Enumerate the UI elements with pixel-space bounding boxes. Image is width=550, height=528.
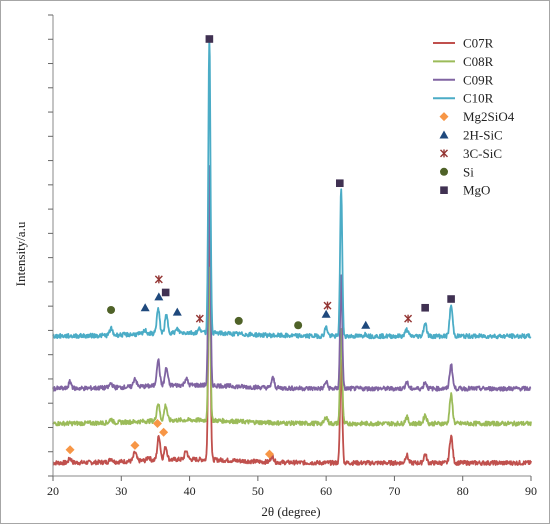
marker-3c-sic <box>154 275 163 284</box>
legend: C07R C08R C09R C10R Mg2SiO4 2H-SiC 3C-SiC Si MgO <box>433 36 515 198</box>
series-line-c10r <box>52 37 532 340</box>
marker-mg2sio4 <box>159 427 169 437</box>
x-tick-label: 60 <box>320 484 332 498</box>
legend-label: C08R <box>463 54 494 69</box>
series-line-c07r <box>52 229 532 466</box>
axes: 20 30 40 50 60 70 80 90 <box>47 14 537 498</box>
x-tick-label: 40 <box>184 484 196 498</box>
marker-mgo <box>336 179 344 188</box>
marker-2h-sic <box>140 303 150 312</box>
marker-2h-sic <box>321 309 331 318</box>
legend-label: Si <box>463 164 474 179</box>
marker-mg2sio4 <box>65 445 75 455</box>
y-axis-label: Intensity/a.u <box>13 221 28 286</box>
legend-label: Mg2SiO4 <box>463 109 515 124</box>
legend-swatch-mgo <box>440 186 448 194</box>
marker-mgo <box>205 35 214 43</box>
marker-si <box>234 316 243 325</box>
plot-area <box>52 35 532 466</box>
marker-2h-sic <box>154 292 164 301</box>
marker-mgo <box>447 295 455 303</box>
series-line-c09r <box>52 165 532 392</box>
series-line-c08r <box>52 266 532 427</box>
x-tick-label: 70 <box>388 484 400 498</box>
legend-label: 3C-SiC <box>463 146 502 161</box>
legend-label: MgO <box>463 183 490 198</box>
legend-swatch-mg2sio4 <box>439 112 449 122</box>
x-axis-label: 2θ (degree) <box>261 504 320 519</box>
marker-mg2sio4 <box>264 449 274 459</box>
x-tick-label: 30 <box>115 484 127 498</box>
marker-2h-sic <box>172 307 182 316</box>
x-tick-label: 90 <box>525 484 537 498</box>
legend-label: C07R <box>463 36 494 51</box>
legend-label: 2H-SiC <box>463 128 503 143</box>
marker-2h-sic <box>361 320 371 329</box>
marker-mgo <box>161 288 170 297</box>
x-tick-label: 20 <box>47 484 59 498</box>
legend-label: C09R <box>463 72 494 87</box>
legend-swatch-2h-sic <box>439 130 449 139</box>
legend-swatch-3c-sic <box>440 149 448 158</box>
marker-mgo <box>421 303 429 312</box>
marker-3c-sic <box>323 301 332 310</box>
x-tick-label: 50 <box>252 484 264 498</box>
legend-label: C10R <box>463 91 494 106</box>
marker-si <box>107 305 116 314</box>
x-tick-label: 80 <box>457 484 469 498</box>
legend-swatch-si <box>440 167 448 176</box>
marker-si <box>294 321 303 330</box>
marker-3c-sic <box>195 314 204 323</box>
marker-mg2sio4 <box>152 419 162 429</box>
marker-mg2sio4 <box>130 440 140 450</box>
marker-3c-sic <box>404 314 413 323</box>
